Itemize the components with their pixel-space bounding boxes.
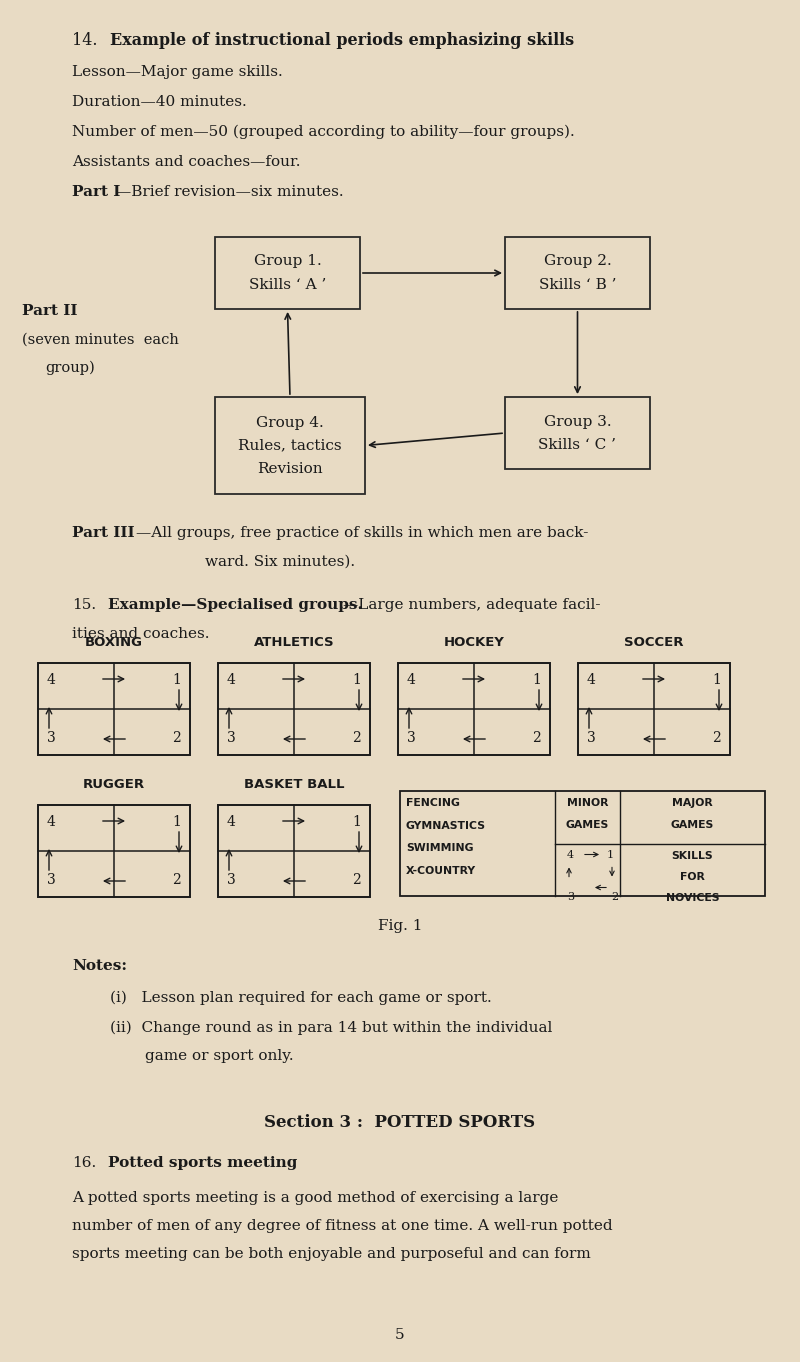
Text: 4: 4 [47,814,56,829]
Text: —Large numbers, adequate facil-: —Large numbers, adequate facil- [343,598,601,612]
Text: ward. Six minutes).: ward. Six minutes). [205,554,355,569]
Text: 2: 2 [352,731,361,745]
Text: Potted sports meeting: Potted sports meeting [108,1156,298,1170]
Text: Rules, tactics: Rules, tactics [238,439,342,452]
Text: game or sport only.: game or sport only. [145,1049,294,1062]
Text: GAMES: GAMES [671,820,714,829]
Text: 5: 5 [395,1328,405,1342]
Bar [505,237,650,309]
Text: HOCKEY: HOCKEY [443,636,505,650]
Text: A potted sports meeting is a good method of exercising a large: A potted sports meeting is a good method… [72,1190,558,1205]
Text: 3: 3 [587,731,596,745]
Text: Part I: Part I [72,185,120,199]
Text: ATHLETICS: ATHLETICS [254,636,334,650]
Text: 2: 2 [352,873,361,887]
Text: Revision: Revision [257,462,323,475]
Bar [218,663,370,755]
Text: ities and coaches.: ities and coaches. [72,627,210,642]
Text: SOCCER: SOCCER [624,636,684,650]
Bar [400,791,765,896]
Text: Part III: Part III [72,526,134,539]
Bar [215,396,365,494]
Text: Group 2.: Group 2. [544,255,611,268]
Text: Section 3 :  POTTED SPORTS: Section 3 : POTTED SPORTS [265,1114,535,1130]
Text: MAJOR: MAJOR [672,798,713,808]
Text: 1: 1 [172,673,181,686]
Text: (i)   Lesson plan required for each game or sport.: (i) Lesson plan required for each game o… [110,992,492,1005]
Text: 3: 3 [567,892,574,902]
Text: 4: 4 [227,673,236,686]
Text: X-COUNTRY: X-COUNTRY [406,865,476,876]
Text: 1: 1 [607,850,614,859]
Text: Lesson—Major game skills.: Lesson—Major game skills. [72,65,282,79]
Text: Skills ‘ A ’: Skills ‘ A ’ [249,278,326,291]
Text: 2: 2 [611,892,618,902]
Text: 2: 2 [532,731,541,745]
Bar [578,663,730,755]
Text: 3: 3 [407,731,416,745]
Text: 2: 2 [172,873,181,887]
Text: Group 4.: Group 4. [256,415,324,429]
Text: Group 3.: Group 3. [544,414,611,429]
Text: —Brief revision—six minutes.: —Brief revision—six minutes. [116,185,344,199]
Text: Group 1.: Group 1. [254,255,322,268]
Text: 3: 3 [47,731,56,745]
Text: 1: 1 [352,814,361,829]
Text: 4: 4 [227,814,236,829]
Text: GYMNASTICS: GYMNASTICS [406,820,486,831]
Text: NOVICES: NOVICES [666,892,719,903]
Text: number of men of any degree of fitness at one time. A well-run potted: number of men of any degree of fitness a… [72,1219,613,1233]
Text: —All groups, free practice of skills in which men are back-: —All groups, free practice of skills in … [136,526,588,539]
Text: 15.: 15. [72,598,96,612]
Text: group): group) [45,361,94,376]
Bar [505,396,650,469]
Text: Skills ‘ C ’: Skills ‘ C ’ [538,437,617,451]
Text: 2: 2 [712,731,721,745]
Text: 4: 4 [587,673,596,686]
Text: Notes:: Notes: [72,959,127,972]
Text: (seven minutes  each: (seven minutes each [22,332,179,347]
Text: (ii)  Change round as in para 14 but within the individual: (ii) Change round as in para 14 but with… [110,1022,552,1035]
Text: GAMES: GAMES [566,820,609,829]
Text: FENCING: FENCING [406,798,460,808]
Bar [38,805,190,898]
Text: Skills ‘ B ’: Skills ‘ B ’ [538,278,616,291]
Text: Number of men—50 (grouped according to ability—four groups).: Number of men—50 (grouped according to a… [72,125,574,139]
Text: SWIMMING: SWIMMING [406,843,474,853]
Text: BOXING: BOXING [85,636,143,650]
Text: SKILLS: SKILLS [672,850,714,861]
Text: 1: 1 [352,673,361,686]
Text: 16.: 16. [72,1156,96,1170]
Text: MINOR: MINOR [566,798,608,808]
Text: 4: 4 [407,673,416,686]
Bar [38,663,190,755]
Text: 1: 1 [532,673,541,686]
Text: 1: 1 [712,673,721,686]
Bar [398,663,550,755]
Text: 4: 4 [47,673,56,686]
Bar [215,237,360,309]
Text: Example of instructional periods emphasizing skills: Example of instructional periods emphasi… [110,31,574,49]
Text: 3: 3 [227,731,236,745]
Text: FOR: FOR [680,872,705,881]
Text: Example—Specialised groups.: Example—Specialised groups. [108,598,363,612]
Text: Part II: Part II [22,304,78,317]
Text: 14.: 14. [72,31,98,49]
Text: 4: 4 [567,850,574,859]
Text: 2: 2 [172,731,181,745]
Text: 1: 1 [172,814,181,829]
Text: Assistants and coaches—four.: Assistants and coaches—four. [72,155,301,169]
Text: Duration—40 minutes.: Duration—40 minutes. [72,95,246,109]
Bar [218,805,370,898]
Text: RUGGER: RUGGER [83,778,145,791]
Text: 3: 3 [47,873,56,887]
Text: Fig. 1: Fig. 1 [378,919,422,933]
Text: sports meeting can be both enjoyable and purposeful and can form: sports meeting can be both enjoyable and… [72,1248,590,1261]
Text: BASKET BALL: BASKET BALL [244,778,344,791]
Text: 3: 3 [227,873,236,887]
